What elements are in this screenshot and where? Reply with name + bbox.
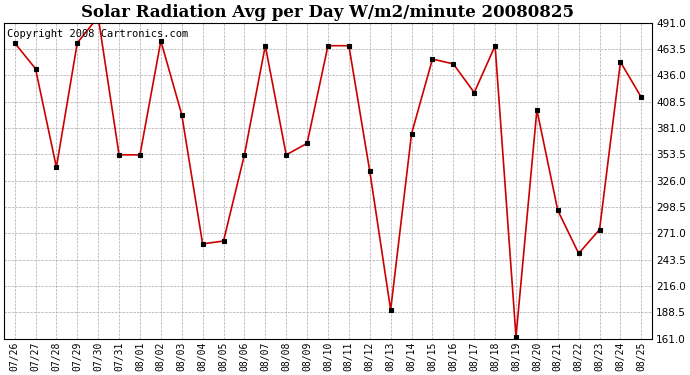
Title: Solar Radiation Avg per Day W/m2/minute 20080825: Solar Radiation Avg per Day W/m2/minute … (81, 4, 575, 21)
Text: Copyright 2008 Cartronics.com: Copyright 2008 Cartronics.com (8, 29, 188, 39)
